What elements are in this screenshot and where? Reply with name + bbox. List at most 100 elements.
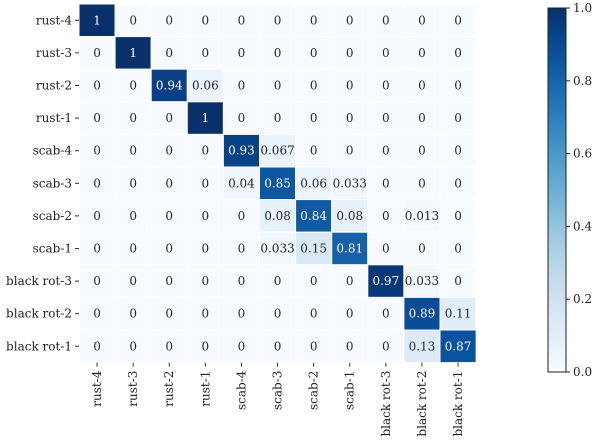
cell-value-label: 0 (202, 307, 210, 321)
heatmap-cell (295, 36, 333, 70)
cell-value-label: 0 (238, 339, 246, 353)
cell-value-label: 0 (454, 144, 462, 158)
cell-value-label: 1 (129, 46, 137, 60)
cell-value-label: 0 (310, 144, 318, 158)
heatmap-cell (367, 101, 405, 135)
cell-value-label: 0 (93, 307, 101, 321)
cell-value-label: 0 (202, 144, 210, 158)
heatmap-cell (150, 36, 188, 70)
cell-value-label: 0 (310, 46, 318, 60)
heatmap-cell (186, 231, 224, 266)
cell-value-label: 0 (238, 242, 246, 256)
cell-value-label: 1 (93, 13, 101, 27)
cell-value-label: 0 (238, 111, 246, 125)
heatmap-cell (367, 68, 405, 103)
cell-value-label: 0 (165, 209, 173, 223)
cell-value-label: 0 (165, 339, 173, 353)
y-axis-tick-labels: rust-4 rust-3 rust-2 rust-1 scab-4 scab-3 scab… (6, 13, 79, 353)
cell-value-label: 0 (129, 111, 137, 125)
cell-value-label: 0.06 (192, 79, 219, 93)
cell-value-label: 0 (382, 209, 390, 223)
cell-value-label: 0 (129, 274, 137, 288)
cell-value-label: 0 (346, 307, 354, 321)
cell-value-label: 0 (310, 13, 318, 27)
colorbar-tick-label: 0.4 (573, 219, 592, 233)
cell-value-label: 0 (418, 144, 426, 158)
heatmap-cell (367, 199, 405, 233)
heatmap-cell (403, 133, 441, 168)
heatmap-cell (331, 36, 369, 70)
heatmap-cell (439, 296, 477, 331)
cell-value-label: 0.013 (405, 209, 439, 223)
cell-value-label: 0 (93, 242, 101, 256)
cell-value-label: 0 (238, 209, 246, 223)
heatmap-cell (331, 231, 369, 266)
heatmap-cell (186, 166, 224, 201)
heatmap-cell (259, 166, 297, 201)
cell-value-label: 0 (202, 242, 210, 256)
heatmap-cell (114, 329, 152, 364)
cell-value-label: 0 (274, 79, 282, 93)
cell-value-label: 0 (346, 339, 354, 353)
cell-value-label: 0 (93, 46, 101, 60)
cell-value-label: 0 (129, 339, 137, 353)
cell-value-label: 0.97 (372, 274, 399, 288)
cell-value-label: 0.033 (260, 242, 294, 256)
cell-value-label: 0 (93, 176, 101, 190)
y-tick-label: rust-3 (36, 46, 72, 60)
heatmap-cell (295, 68, 333, 103)
cell-value-label: 0 (346, 46, 354, 60)
cell-value-label: 0 (454, 209, 462, 223)
heatmap-cell (439, 231, 477, 266)
cell-value-label: 0 (129, 79, 137, 93)
heatmap-cell (222, 296, 260, 331)
heatmap-cell (78, 264, 116, 298)
x-axis-tick-labels: rust-4 rust-3 rust-2 rust-1 scab-4 scab-3 scab… (90, 362, 465, 437)
cell-value-label: 0 (454, 242, 462, 256)
cell-value-label: 0 (346, 274, 354, 288)
heatmap-cell (295, 231, 333, 266)
cell-value-label: 0 (274, 307, 282, 321)
y-tick-label: rust-4 (36, 13, 73, 27)
cell-value-label: 0 (382, 176, 390, 190)
heatmap-cell (259, 329, 297, 364)
heatmap-cell (439, 101, 477, 135)
heatmap-cell (259, 199, 297, 233)
x-tick-label: scab-3 (271, 371, 285, 410)
cell-value-label: 0.11 (445, 307, 472, 321)
cell-value-label: 0 (202, 176, 210, 190)
heatmap-cell (114, 133, 152, 168)
heatmap-cell (222, 36, 260, 70)
cell-value-label: 0 (274, 13, 282, 27)
x-tick-label: rust-2 (162, 371, 176, 407)
cell-value-label: 0.84 (300, 209, 327, 223)
cell-value-label: 0 (382, 79, 390, 93)
heatmap-cell (367, 329, 405, 364)
heatmap-cell (186, 133, 224, 168)
heatmap-cell (78, 68, 116, 103)
cell-value-label: 0.06 (300, 176, 327, 190)
heatmap-cell (439, 133, 477, 168)
cell-value-label: 0 (382, 242, 390, 256)
cell-value-label: 0 (418, 13, 426, 27)
heatmap-cell (439, 264, 477, 298)
cell-value-label: 0 (454, 111, 462, 125)
x-tick-label: rust-3 (126, 371, 140, 407)
heatmap-cell (439, 329, 477, 364)
heatmap-cell (403, 3, 441, 38)
heatmap-cell (331, 199, 369, 233)
cell-value-label: 0 (274, 46, 282, 60)
cell-value-label: 0 (129, 13, 137, 27)
cell-value-label: 0.033 (333, 176, 367, 190)
cell-value-label: 0 (129, 307, 137, 321)
y-tick-label: scab-3 (33, 176, 72, 190)
x-tick-label: black rot-2 (415, 371, 429, 437)
cell-value-label: 0.08 (336, 209, 363, 223)
y-tick-label: black rot-2 (6, 307, 72, 321)
heatmap-cell (222, 68, 260, 103)
heatmap-cell (150, 133, 188, 168)
cell-value-label: 0 (310, 79, 318, 93)
cell-value-label: 0.87 (445, 339, 472, 353)
cell-value-label: 0 (165, 242, 173, 256)
cell-value-label: 0 (274, 274, 282, 288)
